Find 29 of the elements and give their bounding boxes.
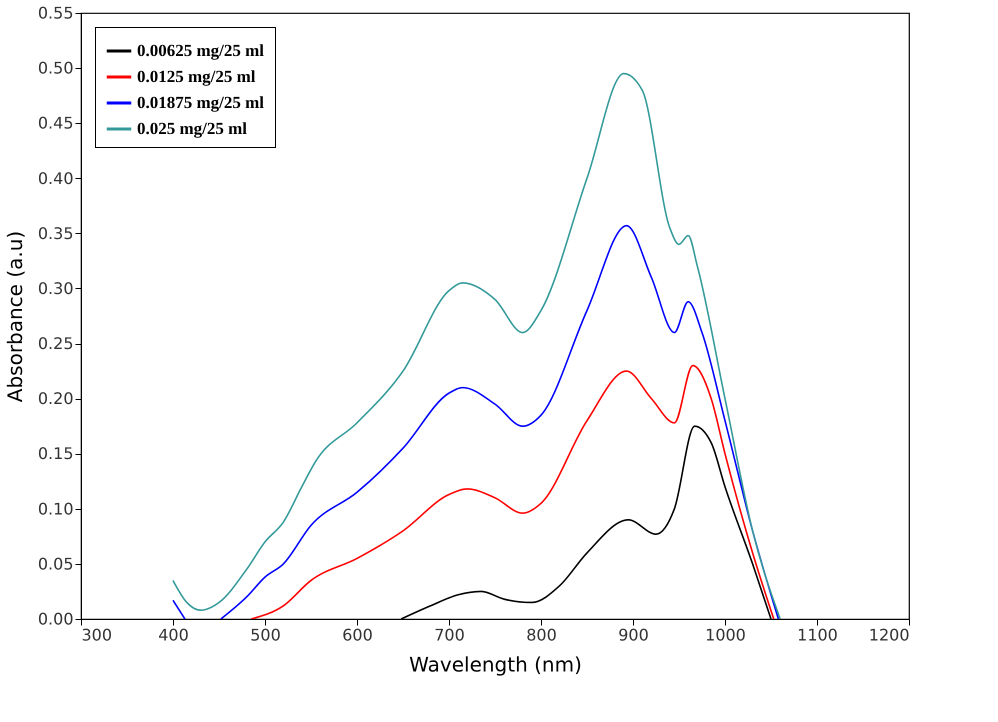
legend-label: 0.025 mg/25 ml	[137, 119, 248, 138]
y-tick-label: 0.40	[38, 168, 74, 188]
x-tick-label: 300	[82, 626, 112, 644]
y-tick-label: 0.05	[38, 554, 74, 574]
x-tick-label: 700	[434, 626, 465, 644]
legend-label: 0.01875 mg/25 ml	[137, 93, 264, 112]
y-tick-label: 0.50	[38, 58, 74, 78]
x-tick-label: 900	[618, 626, 649, 644]
x-axis-title: Wavelength (nm)	[409, 652, 582, 676]
y-tick-label: 0.45	[38, 114, 74, 133]
y-axis-title: Absorbance (a.u)	[2, 230, 27, 402]
x-tick-label: 1100	[797, 626, 838, 644]
x-tick-label: 400	[158, 626, 189, 644]
y-tick-label: 0.15	[38, 444, 74, 464]
x-tick-label: 500	[250, 626, 281, 644]
x-tick-label: 800	[526, 626, 557, 644]
legend-label: 0.00625 mg/25 ml	[137, 41, 264, 60]
y-tick-label: 0.10	[38, 499, 74, 518]
line-series	[250, 364, 775, 619]
y-tick-label: 0.35	[38, 224, 74, 243]
y-tick-label: 0.30	[38, 278, 74, 298]
y-tick-label: 0.25	[38, 334, 74, 354]
y-tick-label: 0.00	[38, 610, 74, 628]
y-tick-label: 0.20	[38, 389, 74, 408]
x-tick-label: 1200	[868, 626, 910, 644]
legend-label: 0.0125 mg/25 ml	[137, 67, 256, 86]
x-tick-label: 1000	[705, 626, 746, 644]
x-tick-label: 600	[342, 626, 373, 644]
y-tick-label: 0.55	[38, 4, 74, 22]
